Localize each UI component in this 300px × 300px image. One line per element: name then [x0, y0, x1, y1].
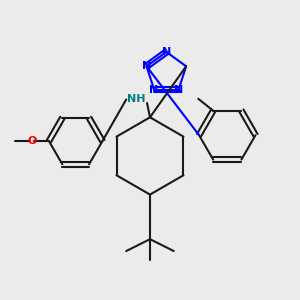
Text: N: N [174, 85, 183, 94]
Text: O: O [28, 136, 37, 146]
Text: N: N [162, 47, 171, 57]
Text: NH: NH [128, 94, 146, 104]
Text: N: N [142, 61, 151, 71]
Text: N: N [149, 85, 159, 94]
